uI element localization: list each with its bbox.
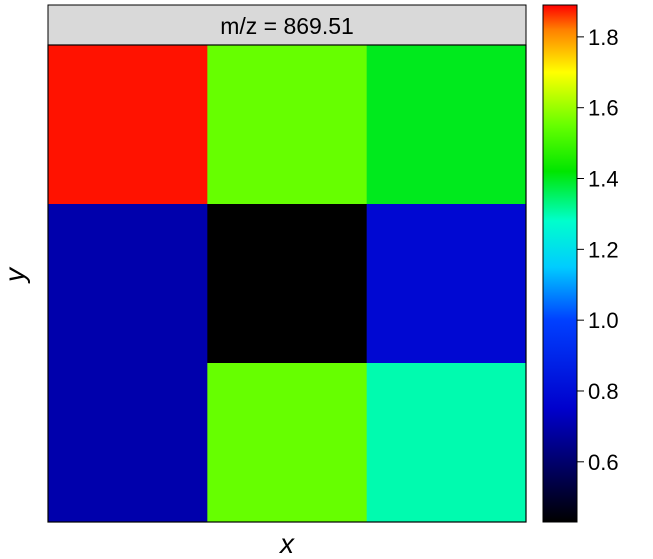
heatmap-cell: [366, 204, 527, 364]
heatmap-cell: [366, 45, 527, 205]
colorbar-tick-label: 1.2: [588, 237, 619, 262]
colorbar-ticks: 0.6 0.8 1.0 1.2 1.4 1.6 1.8: [577, 25, 619, 475]
colorbar: [542, 4, 578, 523]
colorbar-tick-label: 0.8: [588, 379, 619, 404]
colorbar-tick-label: 1.8: [588, 25, 619, 50]
y-axis-label: y: [0, 266, 30, 284]
panel-strip: [47, 4, 527, 46]
colorbar-tick-label: 1.0: [588, 308, 619, 333]
heatmap-cell: [207, 363, 368, 523]
colorbar-tick-label: 1.4: [588, 167, 619, 192]
plot-frame: [47, 44, 527, 523]
panel-title: m/z = 869.51: [220, 13, 354, 39]
heatmap-cell: [48, 204, 208, 364]
colorbar-tick-label: 0.6: [588, 450, 619, 475]
x-axis-label: x: [278, 528, 295, 559]
heatmap-cell: [207, 204, 368, 364]
heatmap-cell: [48, 45, 208, 205]
colorbar-tick-label: 1.6: [588, 96, 619, 121]
heatmap-cell: [48, 363, 208, 523]
heatmap-cell: [207, 45, 368, 205]
heatmap-cell: [366, 363, 527, 523]
heatmap-cells: [48, 45, 527, 523]
